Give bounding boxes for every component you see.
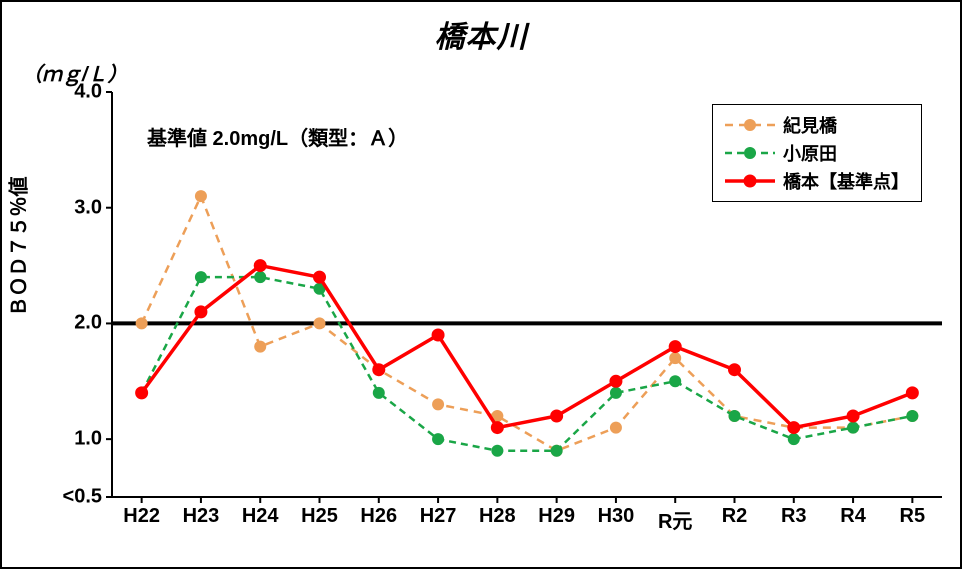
legend-item: 小原田 bbox=[725, 139, 909, 167]
chart-container: 橋本川 （ｍｇ/Ｌ） ＢＯＤ７５％値 基準値 2.0mg/L（類型：Ａ） 紀見橋… bbox=[0, 0, 962, 569]
legend-swatch bbox=[725, 143, 775, 163]
reference-annotation: 基準値 2.0mg/L（類型：Ａ） bbox=[147, 122, 408, 151]
legend-label: 橋本【基準点】 bbox=[783, 168, 909, 194]
y-axis-label: ＢＯＤ７５％値 bbox=[3, 177, 32, 317]
x-tick-label: H30 bbox=[598, 505, 635, 528]
x-tick-label: R3 bbox=[781, 505, 807, 528]
legend-swatch bbox=[725, 115, 775, 135]
y-tick-label: 2.0 bbox=[74, 312, 102, 335]
x-tick-label: H22 bbox=[123, 505, 160, 528]
x-tick-label: H28 bbox=[479, 505, 516, 528]
legend-swatch bbox=[725, 171, 775, 191]
legend-item: 紀見橋 bbox=[725, 111, 909, 139]
x-tick-label: R元 bbox=[658, 505, 692, 534]
y-tick-label: 4.0 bbox=[74, 81, 102, 104]
y-tick-label: 3.0 bbox=[74, 196, 102, 219]
x-tick-label: H29 bbox=[538, 505, 575, 528]
x-tick-label: R5 bbox=[900, 505, 926, 528]
y-tick-label: <0.5 bbox=[63, 486, 102, 509]
y-tick-label: 1.0 bbox=[74, 428, 102, 451]
x-tick-label: H23 bbox=[183, 505, 220, 528]
x-tick-label: H26 bbox=[360, 505, 397, 528]
chart-title: 橋本川 bbox=[435, 12, 528, 56]
legend-label: 小原田 bbox=[783, 140, 837, 166]
x-tick-label: H27 bbox=[420, 505, 457, 528]
legend-label: 紀見橋 bbox=[783, 112, 837, 138]
x-tick-label: H25 bbox=[301, 505, 338, 528]
x-tick-label: R4 bbox=[840, 505, 866, 528]
legend-item: 橋本【基準点】 bbox=[725, 167, 909, 195]
plot-area: 基準値 2.0mg/L（類型：Ａ） 紀見橋小原田橋本【基準点】 <0.51.02… bbox=[112, 92, 942, 497]
x-tick-label: R2 bbox=[722, 505, 748, 528]
x-tick-label: H24 bbox=[242, 505, 279, 528]
legend: 紀見橋小原田橋本【基準点】 bbox=[712, 104, 922, 202]
